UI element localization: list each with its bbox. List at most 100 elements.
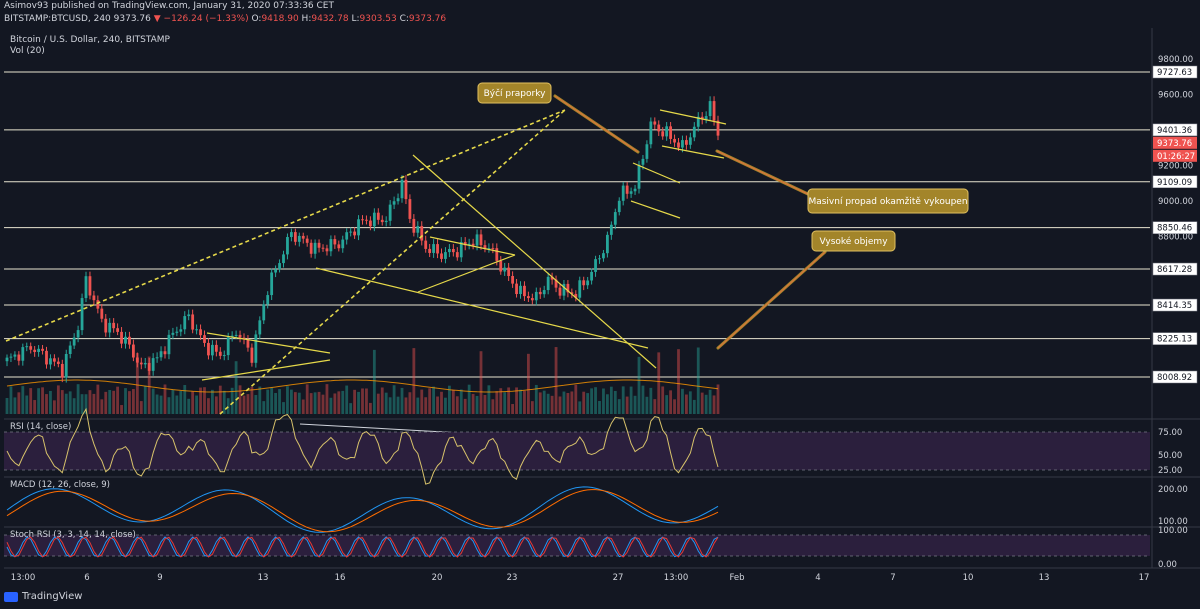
candle-body (293, 232, 297, 242)
current-price-tag (1153, 136, 1197, 149)
candle (199, 324, 202, 341)
candle (278, 259, 281, 273)
candle-body (151, 358, 155, 371)
candle (440, 248, 443, 263)
volume-bar (108, 390, 112, 414)
volume-bar (357, 391, 360, 414)
stoch-d-line (6, 536, 719, 558)
volume-bar (432, 386, 435, 414)
volume-label: Vol (20) (10, 46, 45, 56)
volume-bar (384, 392, 388, 414)
candle-body (49, 358, 52, 365)
candle (507, 262, 511, 281)
candle-body (155, 357, 159, 359)
candle-body (491, 248, 495, 250)
support-resistance-levels (4, 71, 1150, 378)
brand-name: TradingView (22, 591, 83, 602)
candle (262, 300, 266, 325)
volume-bar (444, 397, 447, 414)
annotation-box (477, 82, 552, 104)
candle-body (673, 138, 676, 143)
candle-body (116, 328, 119, 332)
candle-body (329, 239, 333, 252)
candle (151, 353, 155, 376)
candle (613, 208, 617, 230)
candle (459, 237, 463, 262)
level-price-label: 9727.63 (1157, 68, 1192, 78)
annotation-arrow-core (716, 150, 811, 196)
indicator-tick-label: 75.00 (1158, 428, 1182, 438)
candle-body (266, 295, 270, 305)
symbol-name[interactable]: BITSTAMP:BTCUSD, 240 (4, 14, 111, 24)
candle-body (471, 243, 475, 246)
candle (404, 175, 408, 205)
countdown-label: 01:26:27 (1157, 152, 1195, 162)
candle (207, 338, 210, 360)
volume-bar (37, 388, 40, 414)
candle-body (211, 344, 214, 356)
candle (254, 330, 258, 368)
close-value: 9373.76 (408, 14, 447, 24)
down-arrow-icon: ▼ (153, 14, 161, 24)
volume-bar (467, 384, 471, 414)
candle (163, 346, 167, 359)
candle-body (183, 316, 187, 330)
candle (594, 255, 597, 277)
candle (361, 215, 364, 225)
candle (412, 214, 416, 237)
volume-bar (49, 390, 52, 414)
dashed-trend-line (5, 109, 566, 342)
candle (345, 228, 349, 245)
candle-body (41, 348, 44, 351)
candle (325, 244, 329, 256)
time-tick-label: 10 (963, 573, 974, 583)
time-tick-label: 9 (157, 573, 162, 583)
volume-bar (424, 397, 428, 414)
candle-body (570, 292, 574, 294)
candle-body (400, 179, 404, 199)
candle (305, 235, 309, 247)
candle (175, 326, 179, 337)
candle-body (499, 260, 503, 272)
candle (685, 135, 688, 150)
level-price-label: 8617.28 (1157, 265, 1192, 275)
candle-body (258, 320, 262, 335)
volume-bar (558, 396, 562, 414)
candle-body (455, 252, 459, 258)
candle (96, 295, 100, 314)
volume-bar (175, 395, 179, 414)
candle (515, 279, 518, 298)
volume-bar (222, 390, 226, 414)
volume-bar (708, 389, 712, 414)
candle-body (657, 124, 661, 132)
last-price: 9373.76 (113, 14, 151, 24)
volume-bar (329, 397, 333, 414)
volume-bar (187, 398, 191, 414)
volume-bar (120, 405, 123, 414)
candle-body (558, 287, 562, 296)
candle (60, 359, 64, 383)
time-tick-label: 4 (815, 573, 820, 583)
volume-bar (250, 386, 254, 414)
trend-line (630, 200, 681, 219)
candle (436, 239, 439, 259)
candle-body (37, 348, 40, 352)
candle (365, 215, 368, 225)
candle (21, 343, 25, 366)
candle (519, 281, 522, 299)
level-price-label: 8414.35 (1157, 301, 1192, 311)
candle-body (416, 226, 420, 233)
candle-body (475, 234, 479, 246)
price-chart[interactable]: Bitcoin / U.S. Dollar, 240, BITSTAMPVol … (0, 28, 1200, 609)
candle (143, 358, 147, 369)
candle-body (64, 354, 68, 378)
candle-body (139, 362, 143, 365)
volume-bar (704, 394, 708, 414)
candle-body (171, 332, 175, 335)
volume-bar (554, 347, 558, 414)
candle-body (76, 330, 80, 338)
chart-header: Asimov93 published on TradingView.com, J… (0, 0, 1200, 28)
candle (388, 200, 392, 226)
time-tick-label: 13 (258, 573, 269, 583)
volume-bar (380, 387, 384, 414)
